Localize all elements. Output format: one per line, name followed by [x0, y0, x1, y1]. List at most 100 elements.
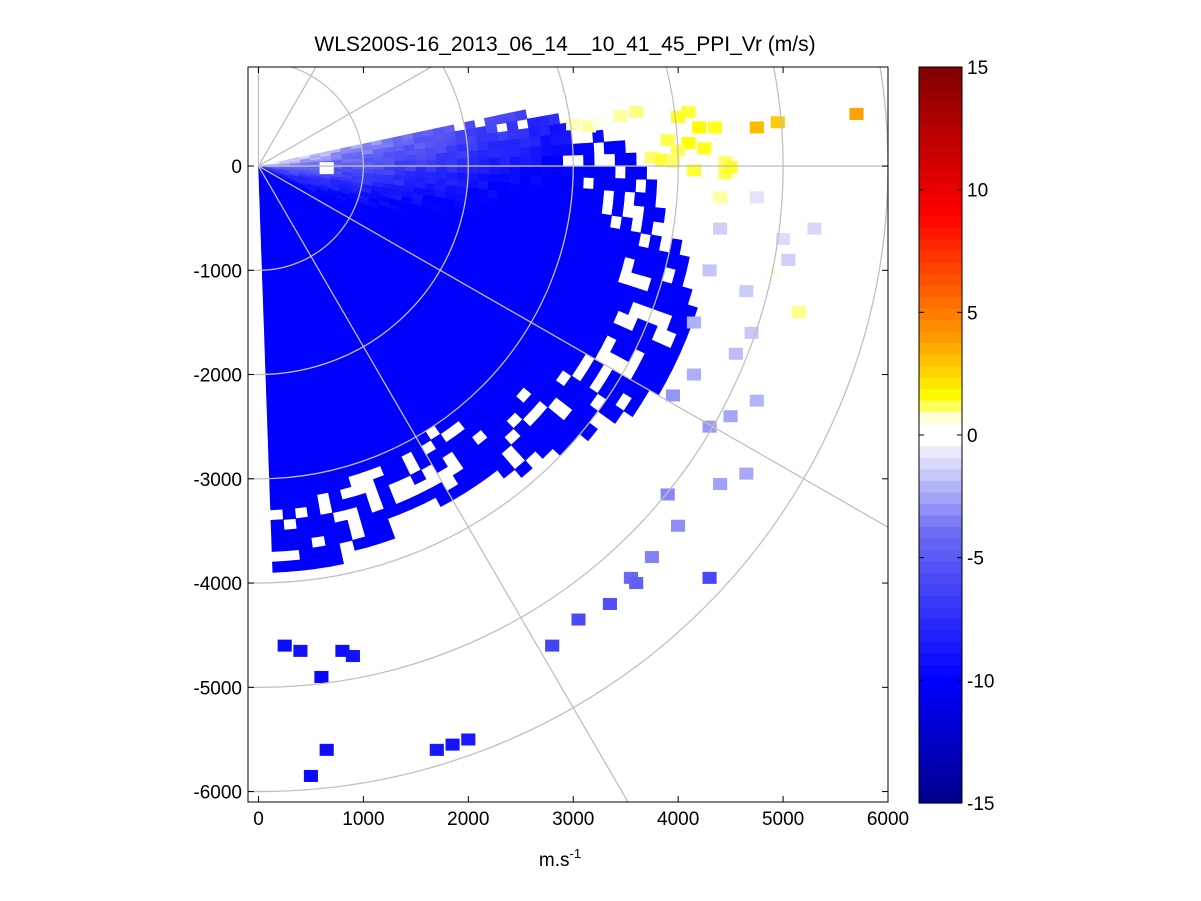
- positive-velocity-cell: [692, 121, 707, 134]
- positive-velocity-cell: [723, 161, 738, 174]
- velocity-cell: [263, 321, 271, 334]
- velocity-cell: [282, 507, 297, 520]
- colorbar-swatch: [919, 239, 962, 252]
- negative-velocity-cell: [713, 222, 728, 235]
- velocity-cell: [520, 156, 532, 167]
- velocity-cell: [456, 143, 469, 153]
- colorbar-swatch: [919, 630, 962, 643]
- velocity-cell: [514, 460, 533, 478]
- velocity-cell: [506, 120, 519, 132]
- velocity-cell: [269, 321, 277, 333]
- x-tick-label: 2000: [447, 809, 489, 830]
- velocity-cell: [272, 560, 288, 573]
- colorbar-swatch: [919, 124, 962, 137]
- colorbar-swatch: [919, 251, 962, 264]
- velocity-cell: [280, 476, 293, 489]
- velocity-cell: [499, 156, 511, 167]
- velocity-cell: [288, 454, 302, 468]
- velocity-cell: [499, 165, 511, 176]
- colorbar-swatch: [919, 205, 962, 218]
- velocity-cell: [446, 165, 459, 174]
- colorbar-swatch: [919, 492, 962, 505]
- velocity-cell: [551, 144, 563, 157]
- positive-velocity-cell: [749, 121, 764, 134]
- colorbar-swatch: [919, 182, 962, 195]
- velocity-cell: [457, 151, 469, 160]
- positive-velocity-cell: [592, 116, 607, 129]
- velocity-cell: [530, 155, 543, 167]
- velocity-cell: [603, 140, 616, 155]
- positive-velocity-cell: [319, 162, 334, 175]
- positive-velocity-cell: [660, 133, 675, 146]
- colorbar-swatch: [919, 343, 962, 356]
- colorbar-swatch: [919, 320, 962, 333]
- velocity-cell: [583, 165, 595, 179]
- velocity-cell: [497, 461, 516, 479]
- negative-velocity-cell: [807, 222, 822, 235]
- velocity-cell: [540, 175, 553, 187]
- velocity-cell: [514, 109, 528, 122]
- velocity-cell: [529, 136, 542, 148]
- colorbar-swatch: [919, 113, 962, 126]
- negative-velocity-cell: [660, 488, 675, 501]
- colorbar-swatch: [919, 745, 962, 758]
- positive-velocity-cell: [566, 118, 581, 131]
- velocity-cell: [280, 372, 290, 385]
- velocity-cell: [559, 197, 572, 210]
- negative-velocity-cell: [671, 519, 686, 532]
- y-tick-label: 0: [231, 157, 242, 178]
- velocity-cell: [260, 238, 265, 250]
- velocity-cell: [534, 440, 554, 459]
- velocity-cell: [517, 192, 531, 205]
- negative-velocity-cell: [723, 410, 738, 423]
- colorbar-swatch: [919, 297, 962, 310]
- positive-velocity-cell: [681, 105, 696, 118]
- velocity-cell: [289, 465, 303, 478]
- velocity-cell: [613, 140, 626, 155]
- negative-velocity-cell: [776, 233, 791, 246]
- velocity-cell: [404, 154, 417, 162]
- velocity-cell: [623, 397, 642, 418]
- colorbar-tick-label: -5: [967, 549, 984, 570]
- negative-velocity-cell: [345, 650, 360, 663]
- velocity-cell: [627, 230, 642, 247]
- velocity-cell: [265, 384, 275, 396]
- velocity-cell: [582, 142, 595, 156]
- colorbar-swatch: [919, 136, 962, 149]
- velocity-cell: [282, 392, 293, 405]
- colorbar-swatch: [919, 147, 962, 160]
- velocity-cell: [267, 436, 279, 448]
- velocity-cell: [549, 196, 562, 209]
- positive-velocity-cell: [849, 107, 864, 120]
- negative-velocity-cell: [702, 264, 717, 277]
- x-tick-label: 0: [253, 809, 264, 830]
- velocity-cell: [277, 445, 290, 458]
- velocity-cell: [613, 178, 626, 192]
- velocity-cell: [262, 300, 270, 313]
- velocity-cell: [285, 559, 302, 572]
- velocity-cell: [299, 453, 312, 466]
- velocity-cell: [645, 179, 658, 195]
- negative-velocity-cell: [686, 316, 701, 329]
- velocity-cell: [446, 158, 459, 167]
- velocity-cell: [498, 148, 511, 159]
- velocity-cell: [314, 481, 329, 495]
- velocity-cell: [539, 185, 552, 197]
- velocity-cell: [477, 149, 490, 159]
- velocity-cell: [409, 469, 427, 486]
- velocity-cell: [519, 137, 531, 149]
- velocity-cell: [599, 213, 613, 228]
- velocity-cell: [261, 269, 267, 282]
- colorbar-swatch: [919, 515, 962, 528]
- colorbar-swatch: [919, 607, 962, 620]
- velocity-cell: [644, 192, 657, 208]
- velocity-cell: [404, 160, 417, 167]
- x-tick-label: 3000: [552, 809, 594, 830]
- velocity-cell: [436, 165, 448, 173]
- velocity-cell: [273, 383, 283, 396]
- velocity-cell: [612, 190, 626, 205]
- y-tick-label: -3000: [193, 470, 242, 491]
- velocity-cell: [539, 135, 552, 147]
- velocity-cell: [633, 191, 647, 207]
